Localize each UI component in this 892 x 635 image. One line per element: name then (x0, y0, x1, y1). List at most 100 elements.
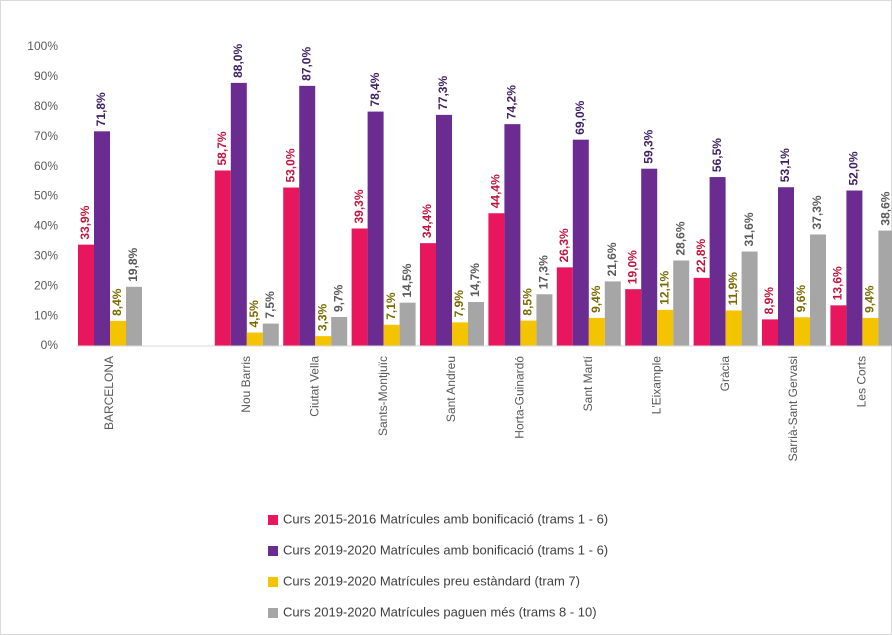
x-tick-label: BARCELONA (102, 356, 116, 430)
data-label: 12,1% (657, 270, 671, 304)
bar (846, 190, 863, 346)
data-label: 7,9% (452, 290, 466, 318)
legend-swatch (268, 546, 278, 556)
data-label: 9,6% (794, 285, 808, 313)
bar (778, 187, 794, 346)
bar (436, 114, 452, 346)
x-tick-label: Sant Andreu (444, 356, 458, 422)
bar (94, 131, 110, 346)
data-label: 77,3% (436, 76, 450, 110)
x-tick-label: Nou Barris (239, 356, 253, 413)
bar (641, 168, 658, 346)
data-label: 13,6% (831, 266, 845, 300)
data-label: 8,4% (110, 288, 124, 316)
y-tick-label: 90% (34, 69, 58, 83)
x-tick-label: Gràcia (718, 356, 732, 392)
data-label: 31,6% (742, 212, 756, 246)
y-tick-label: 80% (34, 99, 58, 113)
data-label: 17,3% (537, 255, 551, 289)
x-tick-label: Ciutat Vella (307, 356, 321, 417)
data-label: 26,3% (557, 228, 571, 262)
legend-label: Curs 2019-2020 Matrícules amb bonificaci… (283, 542, 608, 557)
bar (214, 170, 231, 346)
data-label: 37,3% (810, 195, 824, 229)
legend-swatch (268, 515, 278, 525)
bar (299, 85, 316, 347)
data-label: 19,0% (625, 250, 639, 284)
data-label: 8,5% (521, 288, 535, 316)
y-tick-label: 30% (34, 248, 58, 262)
legend-label: Curs 2015-2016 Matrícules amb bonificaci… (283, 511, 608, 526)
bar (283, 187, 300, 346)
legend-label: Curs 2019-2020 Matrícules paguen més (tr… (283, 604, 597, 619)
bar (762, 319, 778, 346)
data-label: 7,1% (384, 292, 398, 320)
data-label: 39,3% (352, 189, 366, 223)
data-label: 11,9% (726, 272, 740, 306)
y-tick-label: 60% (34, 159, 58, 173)
bar (536, 294, 553, 346)
bar (488, 213, 505, 346)
bar (794, 317, 810, 346)
bar (520, 320, 537, 346)
bar (572, 139, 589, 346)
y-tick-label: 20% (34, 278, 58, 292)
data-label: 53,1% (778, 148, 792, 182)
bar (556, 267, 573, 346)
bar (657, 309, 674, 346)
x-tick-label: Sants-Montjuïc (376, 356, 390, 436)
data-label: 7,5% (263, 291, 277, 319)
data-label: 59,3% (641, 129, 655, 163)
data-label: 53,0% (283, 148, 297, 182)
data-label: 4,5% (247, 300, 261, 328)
bar (709, 177, 726, 346)
data-label: 21,6% (605, 242, 619, 276)
bar (625, 289, 642, 346)
bar (830, 305, 847, 346)
data-label: 71,8% (94, 92, 108, 126)
data-label: 69,0% (573, 100, 587, 134)
bar (468, 302, 484, 346)
y-tick-label: 70% (34, 129, 58, 143)
y-tick-label: 0% (41, 338, 59, 352)
x-tick-label: Sarrià-Sant Gervasi (786, 356, 800, 461)
data-label: 78,4% (368, 72, 382, 106)
data-label: 33,9% (78, 205, 92, 239)
y-tick-label: 40% (34, 219, 58, 233)
bar (351, 228, 368, 346)
y-tick-label: 10% (34, 308, 58, 322)
bar (126, 286, 142, 346)
bar (810, 234, 826, 346)
y-tick-label: 50% (34, 189, 58, 203)
x-tick-label: Horta-Guinardó (513, 356, 527, 439)
bar (452, 322, 468, 346)
legend-swatch (268, 608, 278, 618)
bar (741, 251, 758, 346)
legend-swatch (268, 577, 278, 587)
data-label: 34,4% (420, 204, 434, 238)
bar (383, 324, 400, 346)
x-tick-label: Sant Martí (581, 355, 595, 411)
data-label: 38,6% (879, 191, 892, 225)
y-tick-label: 100% (27, 39, 58, 53)
bar (693, 277, 710, 346)
bar (725, 310, 742, 346)
data-label: 87,0% (299, 47, 313, 81)
bar (420, 243, 436, 346)
data-label: 74,2% (505, 85, 519, 119)
data-label: 44,4% (489, 174, 503, 208)
data-label: 9,4% (863, 285, 877, 313)
data-label: 19,8% (126, 247, 140, 281)
data-label: 22,8% (694, 238, 708, 272)
data-label: 58,7% (215, 131, 229, 165)
x-tick-label: L'Eixample (649, 356, 663, 415)
bar (262, 323, 279, 346)
bar (315, 336, 332, 346)
bar (110, 320, 126, 346)
bar (367, 111, 384, 346)
bar (78, 244, 94, 346)
data-label: 8,9% (762, 287, 776, 315)
bar (604, 281, 621, 346)
bar (399, 302, 416, 346)
